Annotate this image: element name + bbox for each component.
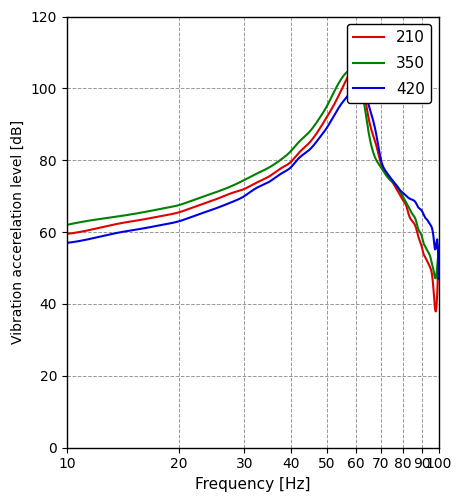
350 (265, 165, 271, 171)
Line: 210: 210 (67, 63, 439, 311)
420 (428, 222, 433, 228)
420 (356, 80, 362, 87)
350 (436, 247, 442, 253)
210 (243, 185, 249, 191)
210 (265, 174, 271, 180)
350 (241, 178, 246, 184)
210 (428, 265, 433, 271)
350 (348, 67, 354, 73)
210 (369, 130, 375, 136)
210 (433, 308, 438, 314)
Legend: 210, 350, 420: 210, 350, 420 (347, 24, 431, 103)
Y-axis label: Vibration accerelation level [dB]: Vibration accerelation level [dB] (11, 120, 25, 344)
420 (64, 240, 69, 246)
210 (436, 243, 442, 249)
Line: 350: 350 (67, 70, 439, 278)
420 (243, 192, 249, 198)
350 (243, 176, 249, 182)
350 (428, 255, 433, 261)
350 (285, 151, 291, 157)
420 (285, 166, 291, 173)
350 (433, 275, 438, 281)
210 (285, 161, 291, 167)
Line: 420: 420 (67, 83, 439, 279)
350 (369, 147, 375, 153)
210 (64, 231, 69, 237)
210 (353, 60, 359, 66)
210 (241, 186, 246, 192)
420 (369, 115, 375, 121)
420 (241, 194, 246, 200)
420 (265, 180, 271, 186)
350 (64, 222, 69, 228)
X-axis label: Frequency [Hz]: Frequency [Hz] (195, 477, 311, 492)
420 (436, 276, 442, 282)
